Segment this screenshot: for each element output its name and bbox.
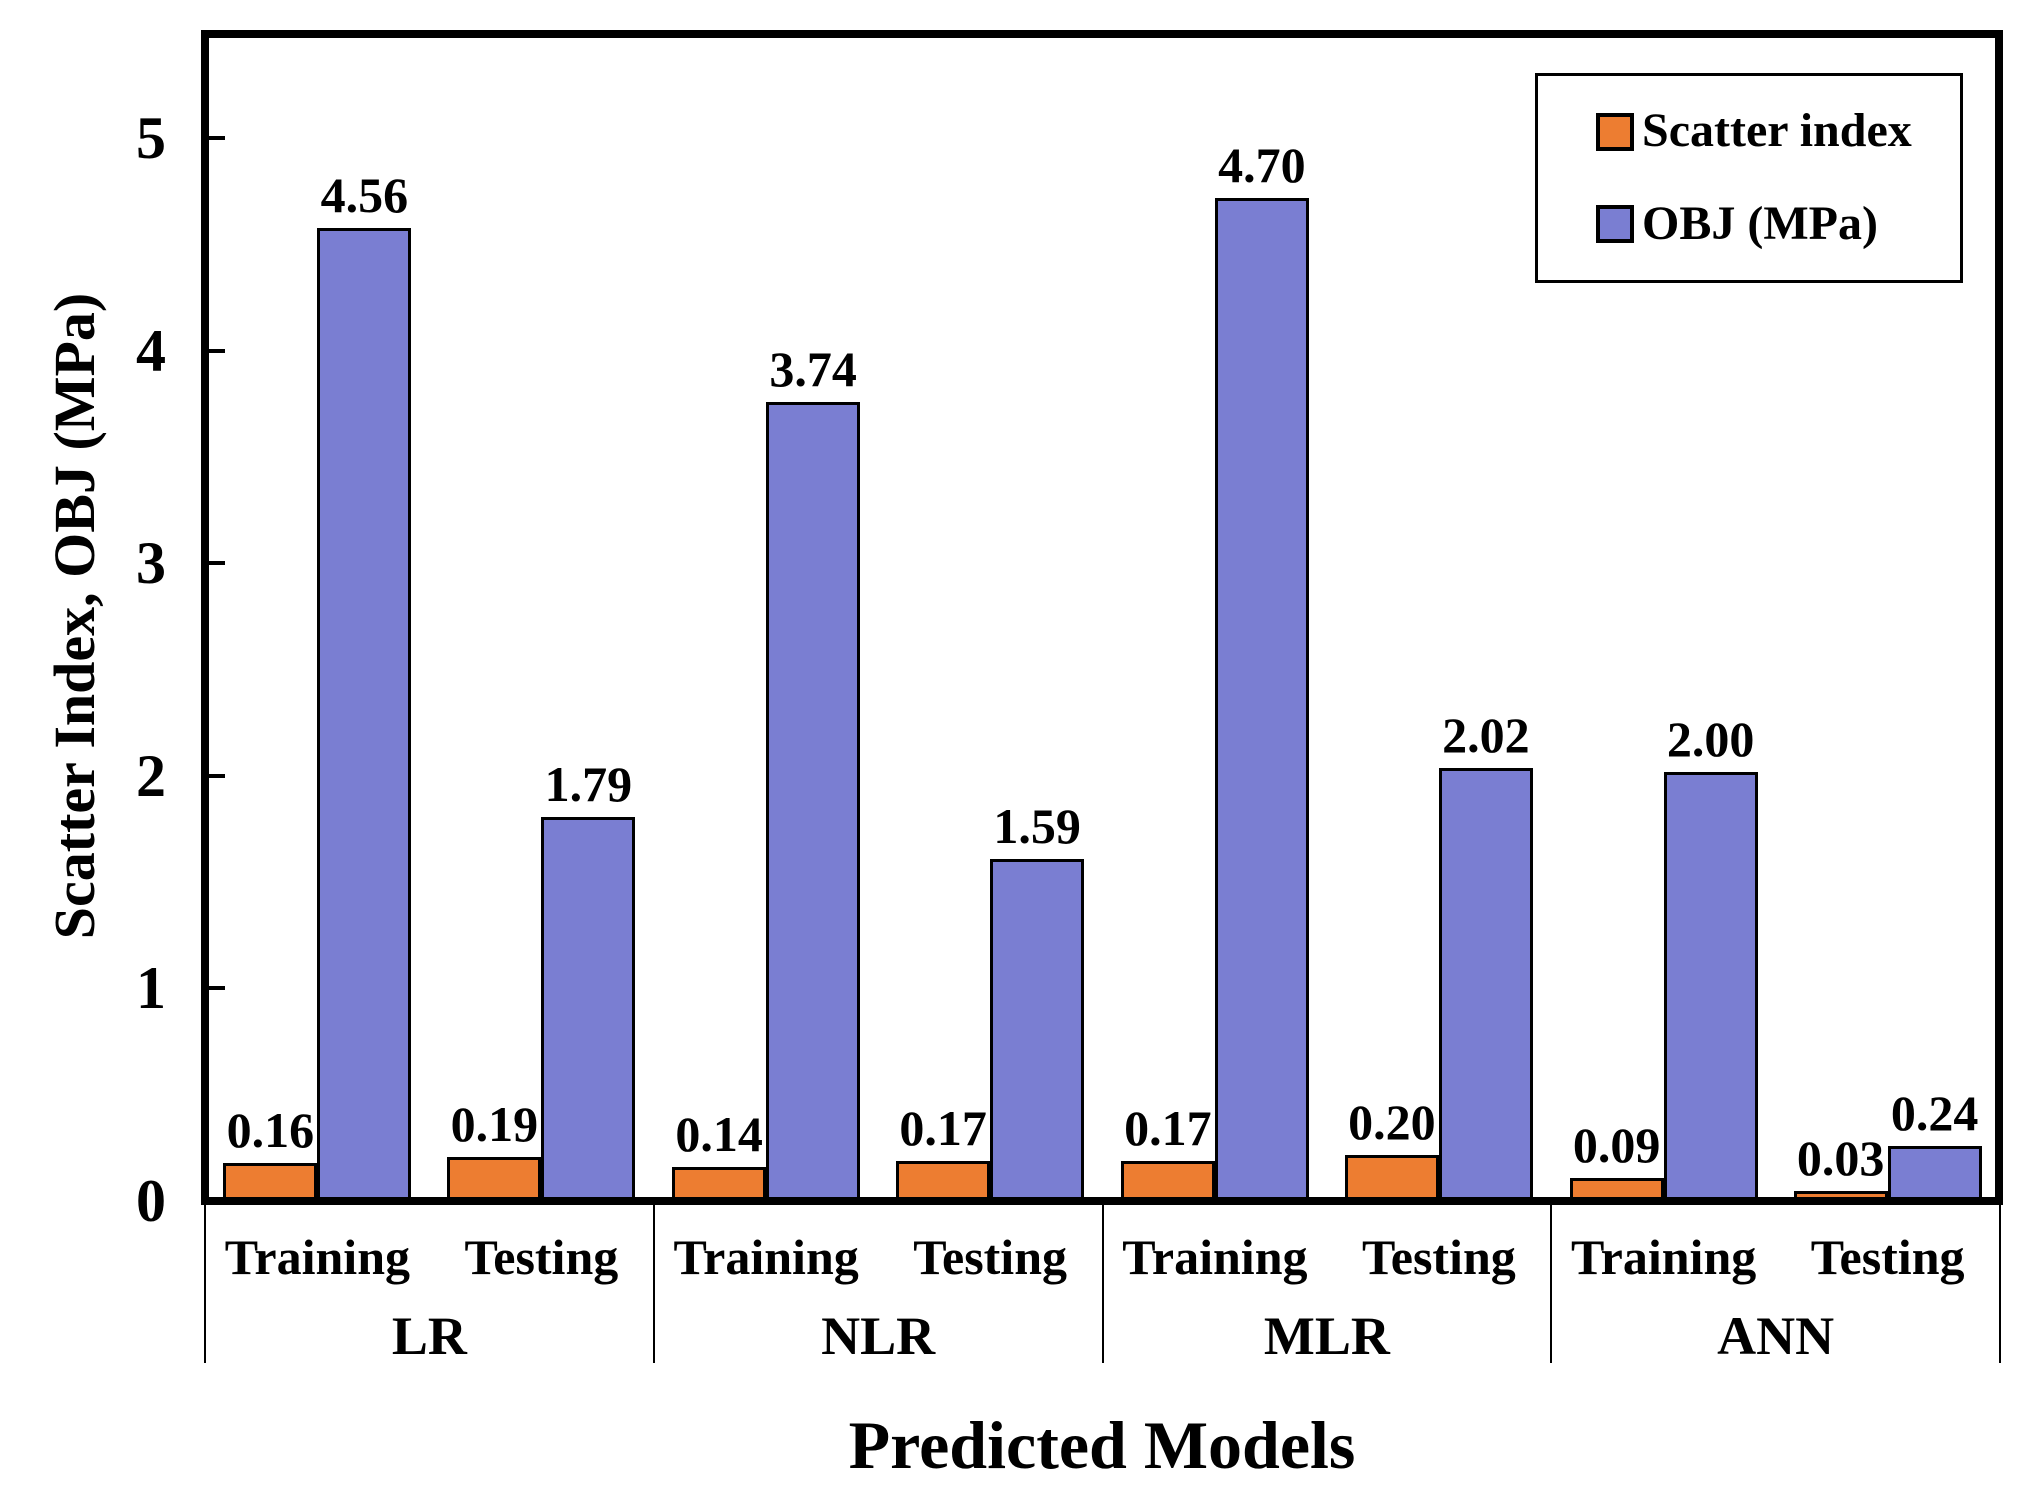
category-divider xyxy=(1550,1205,1553,1363)
bar-obj-mpa- xyxy=(766,402,861,1201)
bar-value-label: 4.70 xyxy=(1218,137,1306,194)
category-divider xyxy=(1101,1205,1104,1363)
y-tick-label: 1 xyxy=(136,955,166,1022)
x-sublabel-testing: Testing xyxy=(464,1229,619,1285)
bar-value-label: 0.03 xyxy=(1796,1129,1885,1186)
legend-entry: OBJ (MPa) xyxy=(1596,197,1960,251)
x-sublabel-training: Training xyxy=(673,1229,859,1285)
x-group-label-nlr: NLR xyxy=(821,1306,936,1366)
category-divider xyxy=(204,1205,206,1363)
bar-value-label: 0.17 xyxy=(899,1099,987,1156)
legend-swatch-icon xyxy=(1596,112,1634,151)
y-tick-label: 4 xyxy=(136,317,166,384)
bar-obj-mpa- xyxy=(990,859,1085,1201)
x-sublabel-testing: Testing xyxy=(913,1229,1068,1285)
bar-scatter-index xyxy=(223,1163,318,1201)
y-tick-label: 0 xyxy=(136,1168,166,1234)
x-group-label-mlr: MLR xyxy=(1263,1306,1390,1366)
bar-value-label: 1.79 xyxy=(544,755,633,812)
bar-value-label: 0.14 xyxy=(675,1106,763,1163)
legend: Scatter index OBJ (MPa) xyxy=(1535,73,1963,283)
bar-value-label: 0.09 xyxy=(1572,1116,1661,1173)
bar-value-label: 0.16 xyxy=(226,1102,315,1158)
bar-value-label: 2.00 xyxy=(1666,710,1755,767)
bar-value-label: 0.19 xyxy=(450,1095,539,1152)
legend-swatch-icon xyxy=(1596,205,1634,244)
bar-obj-mpa- xyxy=(1214,198,1309,1201)
bar-scatter-index xyxy=(447,1156,542,1201)
category-divider xyxy=(1999,1205,2001,1363)
x-group-label-lr: LR xyxy=(391,1306,467,1366)
x-sublabel-training: Training xyxy=(224,1229,410,1285)
category-divider xyxy=(652,1205,655,1363)
bar-value-label: 2.02 xyxy=(1442,706,1530,763)
y-tick-label: 3 xyxy=(136,530,166,597)
bar-obj-mpa- xyxy=(317,227,412,1201)
bar-value-label: 3.74 xyxy=(769,341,857,398)
x-axis-title: Predicted Models xyxy=(848,1407,1356,1483)
bar-scatter-index xyxy=(896,1160,991,1201)
legend-label: OBJ (MPa) xyxy=(1642,197,1878,250)
bar-value-label: 4.56 xyxy=(320,166,409,223)
bar-value-label: 0.17 xyxy=(1124,1099,1212,1156)
x-sublabel-training: Training xyxy=(1122,1229,1308,1285)
x-group-label-ann: ANN xyxy=(1717,1306,1835,1366)
y-tick-mark xyxy=(209,561,225,566)
bar-scatter-index xyxy=(672,1167,767,1201)
bar-obj-mpa- xyxy=(1438,767,1533,1201)
bar-value-label: 1.59 xyxy=(993,798,1081,855)
y-tick-mark xyxy=(209,986,225,991)
y-tick-label: 2 xyxy=(136,742,166,809)
y-axis-title: Scatter Index, OBJ (MPa) xyxy=(42,292,107,940)
y-tick-mark xyxy=(209,136,225,141)
y-tick-label: 5 xyxy=(136,105,166,172)
legend-label: Scatter index xyxy=(1642,104,1912,158)
bar-obj-mpa- xyxy=(1887,1146,1982,1201)
bar-scatter-index xyxy=(1120,1160,1215,1201)
x-sublabel-testing: Testing xyxy=(1810,1229,1965,1285)
bar-obj-mpa- xyxy=(541,816,636,1201)
bar-value-label: 0.20 xyxy=(1348,1093,1436,1150)
x-sublabel-testing: Testing xyxy=(1362,1229,1516,1285)
bar-scatter-index xyxy=(1569,1177,1664,1201)
x-sublabel-training: Training xyxy=(1571,1229,1757,1285)
bar-obj-mpa- xyxy=(1663,771,1758,1201)
y-tick-mark xyxy=(209,348,225,353)
y-tick-mark xyxy=(209,773,225,778)
legend-entry: Scatter index xyxy=(1596,104,1960,158)
bar-value-label: 0.24 xyxy=(1890,1085,1979,1141)
bar-scatter-index xyxy=(1793,1190,1888,1201)
bar-scatter-index xyxy=(1344,1154,1439,1201)
